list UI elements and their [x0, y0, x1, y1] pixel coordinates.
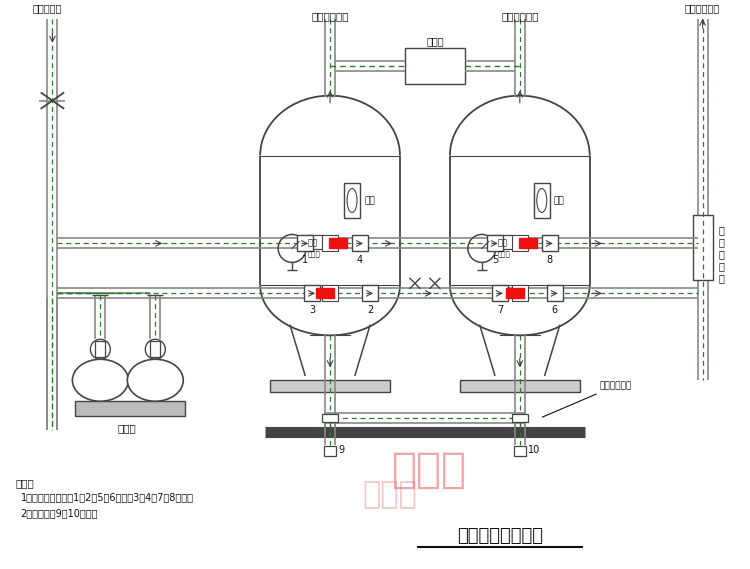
Bar — [362, 286, 378, 302]
Bar — [512, 236, 528, 251]
Text: 说明：: 说明： — [16, 478, 34, 488]
Text: 过滤器过滤示意图: 过滤器过滤示意图 — [457, 527, 543, 545]
Text: 6: 6 — [552, 306, 558, 315]
Bar — [405, 48, 465, 84]
Text: 流: 流 — [718, 249, 724, 259]
Text: 过滤器出水口: 过滤器出水口 — [685, 3, 720, 13]
Text: 反冲泵: 反冲泵 — [118, 423, 136, 433]
Text: 压力表: 压力表 — [308, 250, 321, 257]
Ellipse shape — [128, 359, 183, 401]
Text: 8: 8 — [547, 255, 553, 265]
Bar — [547, 286, 562, 302]
Bar — [692, 216, 712, 281]
Text: 10: 10 — [528, 445, 540, 455]
Bar — [297, 236, 313, 251]
Bar — [95, 341, 105, 357]
Text: 2: 2 — [367, 306, 374, 315]
Bar — [329, 238, 347, 249]
Text: 铭牌: 铭牌 — [308, 238, 318, 247]
Text: 石英砂过滤器: 石英砂过滤器 — [311, 11, 349, 20]
Text: 压力表: 压力表 — [498, 250, 511, 257]
Ellipse shape — [347, 188, 357, 212]
Bar — [324, 446, 336, 456]
Bar — [352, 236, 368, 251]
Bar — [519, 238, 537, 249]
Text: 活性炭吸附器: 活性炭吸附器 — [501, 11, 538, 20]
Bar — [304, 286, 320, 302]
Text: 4: 4 — [357, 255, 363, 265]
Text: 管: 管 — [718, 225, 724, 236]
Text: 来自过滤泵: 来自过滤泵 — [33, 3, 62, 13]
Text: 视镜: 视镜 — [554, 196, 565, 205]
Text: 1: 1 — [302, 255, 308, 265]
Bar — [76, 401, 185, 416]
Text: 铭牌: 铭牌 — [498, 238, 508, 247]
Text: 计: 计 — [718, 273, 724, 283]
Bar — [302, 236, 324, 249]
Text: 反冲洗空气管: 反冲洗空气管 — [542, 381, 632, 417]
Bar — [534, 183, 550, 218]
Text: 1、正常过滤：蝶阀1、2、5、6打开；3、4、7、8关闭。: 1、正常过滤：蝶阀1、2、5、6打开；3、4、7、8关闭。 — [20, 492, 194, 502]
Bar — [322, 286, 338, 302]
Bar — [512, 414, 528, 422]
Text: 排气管: 排气管 — [426, 36, 444, 46]
Bar — [542, 236, 558, 251]
Bar — [150, 341, 160, 357]
Bar — [322, 414, 338, 422]
Ellipse shape — [73, 359, 128, 401]
Text: 量: 量 — [718, 261, 724, 271]
Text: 7: 7 — [496, 306, 503, 315]
Text: 3: 3 — [309, 306, 315, 315]
Bar — [487, 236, 502, 251]
Text: 式: 式 — [718, 237, 724, 248]
Bar — [492, 236, 514, 249]
Bar — [512, 286, 528, 302]
Bar — [322, 236, 338, 251]
Bar — [492, 286, 508, 302]
Bar — [316, 288, 334, 298]
Bar — [514, 446, 526, 456]
Bar — [270, 380, 390, 392]
Ellipse shape — [537, 188, 547, 212]
Text: 2、进气阀门9、10关闭。: 2、进气阀门9、10关闭。 — [20, 508, 98, 518]
Text: 9: 9 — [338, 445, 344, 455]
Bar — [344, 183, 360, 218]
Text: 视镜: 视镜 — [364, 196, 375, 205]
Text: 清泽蓝: 清泽蓝 — [392, 449, 467, 491]
Text: 清泽蓝: 清泽蓝 — [362, 481, 417, 510]
Text: 5: 5 — [492, 255, 498, 265]
Bar — [506, 288, 524, 298]
Bar — [460, 380, 580, 392]
